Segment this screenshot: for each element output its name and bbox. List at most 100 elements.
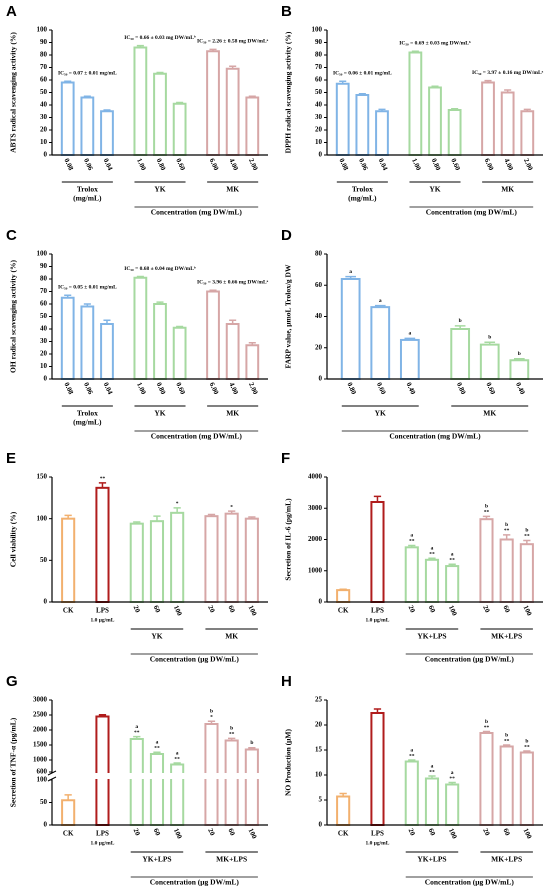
- bar: [224, 512, 239, 604]
- y-axis-label: OH radical scavenging activity (%): [9, 260, 18, 373]
- x-tick-label: 60: [427, 827, 437, 837]
- significance-stars: **: [429, 769, 435, 775]
- bar: [370, 501, 385, 603]
- significance-letter: b: [210, 709, 213, 715]
- x-tick-label: 0.60: [375, 381, 388, 396]
- x-tick-label: 0.80: [155, 381, 168, 396]
- x-tick-label: 60: [226, 827, 236, 837]
- group-note: (mg/mL): [73, 194, 102, 203]
- group-label: YK: [429, 185, 440, 194]
- significance-letter: b: [485, 504, 488, 510]
- significance-stars: **: [229, 732, 235, 738]
- y-tick-label: 2500: [33, 711, 48, 719]
- error-bar: [339, 80, 347, 84]
- group-label: YK: [375, 409, 386, 418]
- error-bar: [378, 108, 386, 112]
- x-tick-label: 60: [152, 827, 162, 837]
- group-label: MK+LPS: [216, 855, 247, 864]
- bar: [244, 748, 259, 826]
- error-bar: [228, 737, 236, 741]
- significance-letter: b: [505, 522, 508, 528]
- error-bar: [373, 495, 382, 502]
- group-label: YK: [154, 185, 165, 194]
- group-label: MK: [226, 185, 239, 194]
- bar: [100, 110, 114, 156]
- x-tick-label: 20: [132, 604, 142, 614]
- bar: [204, 515, 219, 604]
- error-bar: [229, 65, 237, 69]
- error-bar: [374, 304, 386, 308]
- group-label: Trolox: [77, 185, 98, 194]
- significance-letter: b: [488, 335, 491, 341]
- significance-letter: a: [431, 763, 434, 769]
- bar: [153, 72, 167, 156]
- bar: [370, 712, 385, 826]
- error-bar: [428, 775, 436, 779]
- bar: [95, 715, 110, 826]
- y-tick-label: 80: [40, 51, 48, 59]
- bar: [445, 783, 460, 826]
- group-note: (mg/mL): [73, 418, 102, 427]
- significance-letter: b: [459, 318, 462, 324]
- y-tick-label: 20: [315, 126, 323, 134]
- x-tick-label: 4.00: [502, 157, 515, 172]
- bar: [245, 344, 260, 380]
- error-bar: [64, 514, 72, 519]
- y-tick-label: 100: [37, 26, 48, 34]
- bar: [206, 290, 220, 380]
- x-tick-label: 20: [407, 604, 417, 614]
- y-axis-label: DPPH radical scavenging activity (%): [284, 31, 293, 153]
- significance-stars: **: [449, 557, 455, 563]
- significance-letter: b: [230, 726, 233, 732]
- error-bar: [103, 319, 111, 324]
- x-tick-label: 0.08: [62, 157, 75, 172]
- significance-stars: *: [230, 504, 233, 510]
- significance-stars: **: [504, 528, 510, 534]
- error-bar: [248, 516, 256, 519]
- group-label: YK+LPS: [417, 855, 446, 864]
- ic50-annotation: IC₅₀ = 0.06 ± 0.01 mg/mL: [333, 71, 392, 77]
- error-bar: [504, 89, 512, 93]
- x-tick-label: 100: [447, 604, 459, 617]
- bar: [445, 565, 460, 603]
- x-tick-note: 1.0 μg/mL: [91, 617, 115, 623]
- y-tick-label: 600: [37, 768, 48, 776]
- error-bar: [484, 341, 496, 345]
- significance-stars: **: [449, 776, 455, 782]
- error-bar: [173, 762, 181, 765]
- y-axis-label: Cell viability (%): [9, 511, 18, 567]
- x-tick-label: 6.00: [208, 381, 221, 396]
- x-tick-label: 6.00: [483, 157, 496, 172]
- bar: [399, 338, 420, 380]
- y-tick-label: 70: [40, 287, 48, 295]
- x-axis-label: Concentration (mg DW/mL): [389, 432, 481, 441]
- bar: [336, 589, 351, 603]
- x-tick-label: LPS: [371, 830, 384, 838]
- error-bar: [173, 507, 181, 513]
- x-tick-label: 2.00: [247, 157, 260, 172]
- y-tick-label: 90: [40, 38, 48, 46]
- error-bar: [248, 95, 256, 98]
- y-tick-label: 20: [315, 343, 323, 351]
- y-tick-label: 30: [315, 113, 323, 121]
- x-tick-label: 1.00: [135, 381, 148, 396]
- x-tick-label: 20: [407, 827, 417, 837]
- ic50-annotation: IC₅₀ = 0.05 ± 0.01 mg/mL: [58, 285, 117, 291]
- error-bar: [133, 735, 141, 739]
- x-tick-label: 0.80: [430, 157, 443, 172]
- error-bar: [408, 544, 416, 548]
- bar: [100, 323, 114, 380]
- error-bar: [83, 95, 91, 98]
- y-tick-label: 0: [319, 821, 323, 829]
- error-bar: [153, 751, 161, 754]
- x-tick-label: 0.04: [102, 381, 115, 396]
- error-bar: [523, 108, 531, 112]
- bar: [355, 94, 370, 156]
- y-tick-label: 50: [315, 88, 323, 96]
- bar: [149, 753, 165, 826]
- x-tick-label: 4.00: [227, 157, 240, 172]
- x-tick-label: 60: [501, 827, 511, 837]
- x-tick-label: 0.08: [62, 381, 75, 396]
- bar: [225, 67, 240, 156]
- y-tick-label: 30: [40, 113, 48, 121]
